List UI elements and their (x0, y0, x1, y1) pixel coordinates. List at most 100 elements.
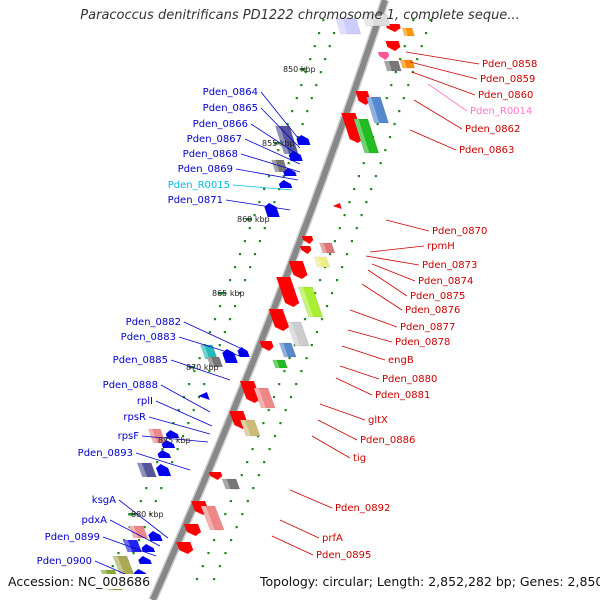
gene-arrow-down (341, 113, 364, 143)
gene-arrow-down (276, 277, 300, 307)
gene-block-40 (239, 419, 261, 437)
scale-tick (273, 142, 280, 145)
gene-arrow-down (184, 524, 202, 536)
gene-label-pden_0867: Pden_0867 (187, 134, 242, 145)
gene-label-pden_0880: Pden_0880 (382, 374, 437, 385)
tick-dot (241, 513, 244, 516)
tick-dot (331, 292, 334, 295)
tick-dot (310, 97, 313, 100)
gene-label-pden_0888: Pden_0888 (103, 380, 158, 391)
gene-arrow-up (141, 544, 156, 552)
tick-dots (106, 19, 432, 581)
tick-dot (253, 253, 257, 256)
gene-label-pden_r0015: Pden_R0015 (168, 180, 230, 191)
tick-dot (132, 552, 135, 555)
gene-label-pden_0885: Pden_0885 (113, 355, 168, 366)
tick-dot (412, 19, 415, 22)
gene-block-33 (200, 344, 218, 360)
gene-rect (253, 387, 276, 409)
gene-label-pden_0893: Pden_0893 (78, 448, 133, 459)
tick-dot (315, 84, 318, 87)
scale-label: 870 kbp (186, 363, 219, 372)
map-title: Paracoccus denitrificans PD1222 chromoso… (80, 8, 520, 23)
gene-arrow-down (176, 542, 194, 554)
tick-dot (257, 474, 260, 477)
gene-block-46 (156, 464, 172, 476)
leader-line (260, 91, 299, 139)
gene-block-44 (157, 450, 171, 458)
tick-dot (357, 175, 360, 178)
tick-dot (213, 539, 216, 542)
scale-label: 850 kbp (283, 65, 316, 74)
gene-block-17 (278, 180, 293, 188)
leader-line (341, 345, 386, 361)
tick-dot (273, 201, 276, 204)
gene-block-14 (296, 135, 311, 145)
tick-dot (201, 565, 204, 568)
tick-dot (291, 110, 294, 113)
tick-dot (224, 513, 227, 516)
leader-line (349, 309, 398, 328)
gene-block-35 (222, 349, 238, 363)
gene-rect (366, 96, 389, 124)
tick-dot (244, 279, 247, 282)
leader-line (289, 489, 333, 509)
tick-dot (207, 552, 210, 555)
gene-rect (221, 478, 241, 490)
tick-dot (263, 461, 266, 464)
tick-dot (338, 227, 341, 230)
tick-dot (429, 19, 432, 22)
gene-label-pden_0858: Pden_0858 (482, 59, 537, 70)
leader-line (141, 435, 209, 443)
gene-block-47 (208, 472, 223, 480)
gene-arrow-down (259, 341, 274, 351)
tick-dot (256, 435, 260, 438)
gene-label-rpli: rplI (137, 396, 153, 407)
gene-rect (319, 242, 336, 254)
leader-line (335, 377, 373, 396)
scale-tick (299, 68, 306, 71)
gene-labels: 850 kbp 855 kbp 860 kbp 865 kbp 870 kbp 875 k… (37, 59, 538, 567)
gene-block-5 (399, 59, 415, 69)
tick-dot (224, 552, 227, 555)
gene-label-pden_0869: Pden_0869 (178, 164, 233, 175)
leader-line (385, 219, 430, 232)
tick-dot (156, 461, 159, 464)
gene-block-22 (319, 242, 336, 254)
gene-block-36 (198, 392, 210, 400)
accession-text: Accession: NC_008686 (8, 574, 151, 589)
tick-dot (333, 240, 336, 243)
gene-block-32 (237, 347, 250, 357)
gene-label-pden_0868: Pden_0868 (183, 149, 238, 160)
tick-dot (286, 123, 289, 126)
tick-dot (239, 292, 242, 295)
scale-label: 880 kbp (131, 510, 164, 519)
gene-arrow-down (301, 236, 314, 244)
tick-dot (149, 513, 152, 516)
gene-block-24 (288, 261, 308, 279)
gene-label-pden_0863: Pden_0863 (459, 145, 514, 156)
tick-dot (288, 357, 291, 360)
tick-dot (306, 110, 309, 113)
gene-arrow-up (165, 430, 180, 438)
gene-label-rpmh: rpmH (427, 241, 455, 252)
gene-highlight (240, 420, 251, 436)
backbone (149, 0, 388, 600)
tick-dot (198, 357, 201, 360)
leader-line (148, 416, 211, 435)
gene-arrow-down (208, 472, 223, 480)
tick-dot (117, 552, 120, 555)
gene-label-pden_0862: Pden_0862 (465, 124, 520, 135)
tick-dot (218, 565, 221, 568)
gene-arrow-down (268, 309, 289, 331)
gene-highlight (314, 257, 322, 267)
gene-highlight (319, 243, 327, 253)
tick-dot (324, 266, 327, 269)
tick-dot (365, 201, 368, 204)
gene-block-48 (221, 478, 241, 490)
tick-dot (138, 539, 141, 542)
tick-dot (267, 409, 270, 412)
gene-block-4 (383, 60, 402, 72)
leader-line (339, 365, 380, 380)
gene-label-pden_0881: Pden_0881 (375, 390, 430, 401)
